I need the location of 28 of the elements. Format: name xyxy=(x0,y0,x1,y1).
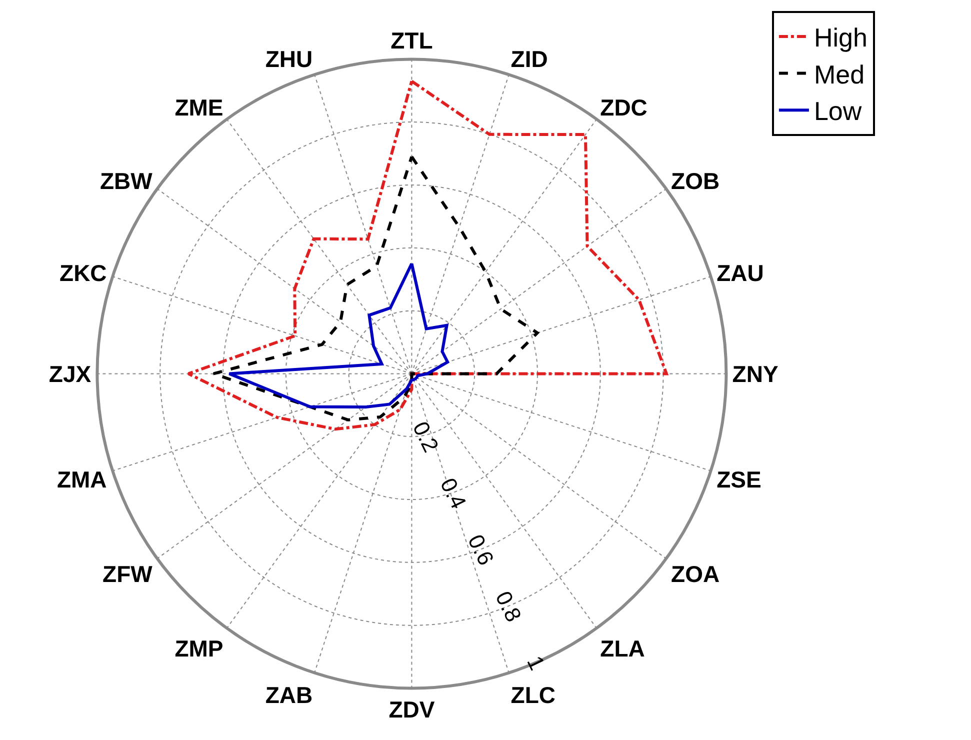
spoke-label: ZOB xyxy=(671,168,720,194)
legend-label: Med xyxy=(814,59,865,90)
spoke-label: ZTL xyxy=(390,28,433,54)
spoke-label: ZOA xyxy=(671,561,720,588)
spoke-label: ZNY xyxy=(732,360,778,387)
spoke-label: ZID xyxy=(510,46,548,72)
legend-label: High xyxy=(814,22,868,53)
spoke-label: ZDC xyxy=(600,94,648,120)
y-tick-label: 0.6 xyxy=(463,530,499,570)
spoke-label: ZMA xyxy=(56,466,107,493)
legend-label: Low xyxy=(814,96,862,126)
spoke-label: ZSE xyxy=(716,466,762,493)
spoke-label: ZHU xyxy=(265,46,313,72)
y-tick-label: 1 xyxy=(522,652,550,674)
spoke-label: ZKC xyxy=(60,260,107,286)
spoke-label: ZLA xyxy=(600,635,645,662)
y-tick-label: 0.2 xyxy=(408,418,444,456)
y-tick-label: 0.8 xyxy=(490,587,526,626)
spoke-label: ZFW xyxy=(102,561,153,588)
spoke-label: ZME xyxy=(174,94,224,120)
spoke-label: ZJX xyxy=(48,360,92,387)
spoke-label: ZAB xyxy=(265,682,313,708)
y-tick-label: 0.4 xyxy=(435,474,472,513)
spoke-label: ZBW xyxy=(100,168,153,194)
spoke-label: ZDV xyxy=(388,696,436,722)
spoke-label: ZAU xyxy=(716,260,764,286)
spoke-label: ZLC xyxy=(510,682,556,708)
spoke-label: ZMP xyxy=(174,635,224,662)
